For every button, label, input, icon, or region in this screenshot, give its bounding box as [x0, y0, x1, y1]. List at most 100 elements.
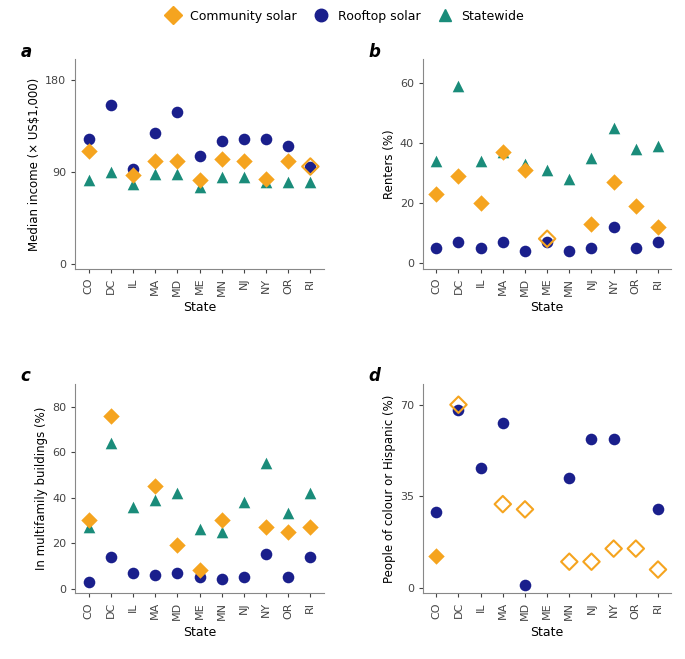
Point [564, 245, 575, 256]
Point [586, 434, 597, 444]
Point [194, 151, 205, 161]
Point [127, 169, 138, 180]
Point [105, 438, 116, 448]
Point [453, 81, 464, 92]
Point [105, 100, 116, 111]
Point [216, 515, 227, 526]
Point [216, 171, 227, 182]
Point [630, 144, 641, 154]
Point [519, 580, 530, 590]
Point [83, 515, 94, 526]
Point [305, 161, 316, 172]
Point [260, 173, 271, 184]
Point [238, 156, 249, 167]
Point [238, 171, 249, 182]
Point [216, 136, 227, 146]
Point [83, 577, 94, 587]
Point [453, 237, 464, 247]
Point [453, 171, 464, 181]
Point [653, 504, 664, 515]
Point [475, 156, 486, 166]
Point [283, 156, 294, 167]
Point [475, 243, 486, 253]
X-axis label: State: State [530, 301, 564, 314]
Point [194, 175, 205, 185]
Point [238, 572, 249, 583]
Point [83, 146, 94, 156]
Point [305, 161, 316, 172]
Point [216, 527, 227, 537]
Point [431, 507, 442, 517]
Point [305, 488, 316, 498]
Point [283, 177, 294, 187]
Point [150, 481, 161, 492]
Point [150, 128, 161, 138]
Point [105, 411, 116, 421]
Y-axis label: People of colour or Hispanic (%): People of colour or Hispanic (%) [383, 394, 396, 583]
Point [653, 237, 664, 247]
Legend: Community solar, Rooftop solar, Statewide: Community solar, Rooftop solar, Statewid… [161, 9, 524, 22]
Point [260, 458, 271, 469]
Point [150, 169, 161, 179]
Point [105, 166, 116, 177]
Point [172, 156, 183, 167]
Point [127, 501, 138, 512]
Point [127, 179, 138, 189]
Point [586, 153, 597, 163]
Point [283, 527, 294, 537]
Point [150, 494, 161, 505]
Point [497, 237, 508, 247]
Point [238, 497, 249, 507]
Point [127, 567, 138, 578]
Point [586, 243, 597, 253]
Point [653, 564, 664, 575]
X-axis label: State: State [183, 626, 216, 639]
Point [194, 524, 205, 534]
Point [519, 159, 530, 169]
Text: d: d [369, 367, 380, 385]
Point [431, 156, 442, 166]
Point [586, 219, 597, 229]
Y-axis label: In multifamily buildings (%): In multifamily buildings (%) [35, 407, 48, 570]
Point [630, 543, 641, 554]
Point [519, 165, 530, 175]
Point [216, 574, 227, 585]
Point [260, 177, 271, 187]
Point [542, 237, 553, 247]
Point [194, 572, 205, 583]
Point [608, 434, 619, 444]
Point [453, 405, 464, 415]
Point [497, 147, 508, 158]
Point [497, 418, 508, 428]
Point [172, 107, 183, 118]
Point [305, 552, 316, 562]
Text: a: a [21, 43, 32, 61]
X-axis label: State: State [530, 626, 564, 639]
Point [653, 221, 664, 232]
Point [194, 182, 205, 192]
Point [519, 504, 530, 515]
Point [475, 198, 486, 208]
Point [172, 169, 183, 179]
Point [194, 565, 205, 575]
Point [497, 499, 508, 509]
Point [105, 552, 116, 562]
Text: c: c [21, 367, 31, 385]
Y-axis label: Renters (%): Renters (%) [383, 129, 396, 199]
Point [586, 556, 597, 567]
Point [564, 473, 575, 483]
Point [608, 123, 619, 133]
Point [283, 508, 294, 519]
Point [305, 522, 316, 532]
Point [283, 572, 294, 583]
Point [150, 156, 161, 167]
Point [431, 243, 442, 253]
Point [608, 177, 619, 187]
Point [83, 175, 94, 185]
Point [216, 154, 227, 165]
Y-axis label: Median income (× US$1,000): Median income (× US$1,000) [28, 77, 41, 250]
Point [431, 551, 442, 561]
Point [542, 233, 553, 244]
Point [475, 462, 486, 473]
Point [150, 569, 161, 580]
